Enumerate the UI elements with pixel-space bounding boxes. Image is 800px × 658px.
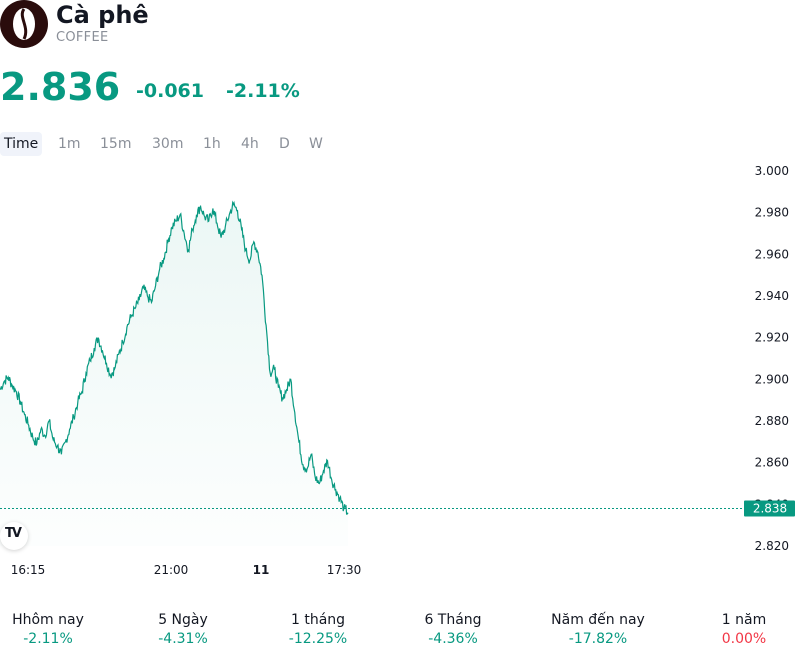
interval-bar: Time 1m 15m 30m 1h 4h D W bbox=[0, 132, 400, 156]
perf-ytd[interactable]: Năm đến nay -17.82% bbox=[538, 610, 658, 648]
y-tick-label: 2.880 bbox=[755, 414, 789, 428]
x-axis: 16:15 21:00 11 17:30 bbox=[11, 563, 362, 577]
perf-1-month[interactable]: 1 tháng -12.25% bbox=[258, 610, 378, 648]
y-tick-label: 2.980 bbox=[755, 206, 789, 220]
perf-5-days[interactable]: 5 Ngày -4.31% bbox=[123, 610, 243, 648]
perf-label: 1 tháng bbox=[290, 612, 346, 628]
y-tick-label: 2.900 bbox=[755, 372, 789, 386]
last-price: 2.836 bbox=[0, 65, 121, 109]
price-change-percent: -2.11% bbox=[226, 80, 300, 102]
coffee-bean-icon bbox=[0, 0, 48, 48]
price-line bbox=[0, 200, 349, 515]
perf-value: 0.00% bbox=[721, 631, 767, 647]
price-chart[interactable]: 3.000 2.980 2.960 2.940 2.920 2.900 2.880 2.860… bbox=[0, 158, 800, 588]
symbol-header: Cà phê COFFEE bbox=[0, 0, 800, 50]
perf-value: -2.11% bbox=[23, 631, 73, 647]
interval-time[interactable]: Time bbox=[0, 132, 43, 156]
interval-1h[interactable]: 1h bbox=[203, 136, 221, 152]
x-tick-label: 17:30 bbox=[327, 563, 362, 577]
symbol-name: Cà phê bbox=[56, 1, 149, 29]
y-tick-label: 2.960 bbox=[755, 247, 789, 261]
symbol-description: COFFEE bbox=[56, 30, 109, 45]
perf-label: 1 năm bbox=[721, 612, 767, 628]
interval-30m[interactable]: 30m bbox=[152, 136, 184, 152]
perf-today[interactable]: Hhôm nay -2.11% bbox=[0, 610, 108, 648]
price-change: -0.061 bbox=[136, 80, 204, 102]
perf-6-months[interactable]: 6 Tháng -4.36% bbox=[393, 610, 513, 648]
perf-value: -4.36% bbox=[428, 631, 478, 647]
svg-text:2.838: 2.838 bbox=[753, 502, 787, 516]
y-tick-label: 2.940 bbox=[755, 289, 789, 303]
interval-d[interactable]: D bbox=[279, 136, 290, 152]
interval-15m[interactable]: 15m bbox=[100, 136, 132, 152]
quote-row: 2.836 -0.061 -2.11% bbox=[0, 64, 800, 110]
perf-label: 6 Tháng bbox=[424, 612, 482, 628]
x-tick-label: 21:00 bbox=[154, 563, 189, 577]
perf-value: -17.82% bbox=[568, 631, 628, 647]
y-tick-label: 3.000 bbox=[755, 164, 789, 178]
interval-4h[interactable]: 4h bbox=[241, 136, 259, 152]
performance-row: Hhôm nay -2.11% 5 Ngày -4.31% 1 tháng -1… bbox=[0, 610, 800, 650]
y-axis: 3.000 2.980 2.960 2.940 2.920 2.900 2.880 2.860… bbox=[755, 164, 789, 553]
perf-label: Hhôm nay bbox=[12, 612, 84, 628]
perf-label: Năm đến nay bbox=[551, 612, 645, 628]
tradingview-logo[interactable]: TV bbox=[0, 522, 28, 550]
y-tick-label: 2.920 bbox=[755, 331, 789, 345]
perf-1-year[interactable]: 1 năm 0.00% bbox=[684, 610, 800, 648]
x-tick-label: 11 bbox=[253, 563, 270, 577]
interval-w[interactable]: W bbox=[309, 136, 323, 152]
y-tick-label: 2.860 bbox=[755, 456, 789, 470]
x-tick-label: 16:15 bbox=[11, 563, 46, 577]
perf-value: -4.31% bbox=[158, 631, 208, 647]
price-area bbox=[0, 202, 348, 546]
interval-1m[interactable]: 1m bbox=[58, 136, 81, 152]
perf-label: 5 Ngày bbox=[158, 612, 208, 628]
last-price-label: 2.838 bbox=[744, 500, 795, 517]
y-tick-label: 2.820 bbox=[755, 539, 789, 553]
perf-value: -12.25% bbox=[288, 631, 348, 647]
